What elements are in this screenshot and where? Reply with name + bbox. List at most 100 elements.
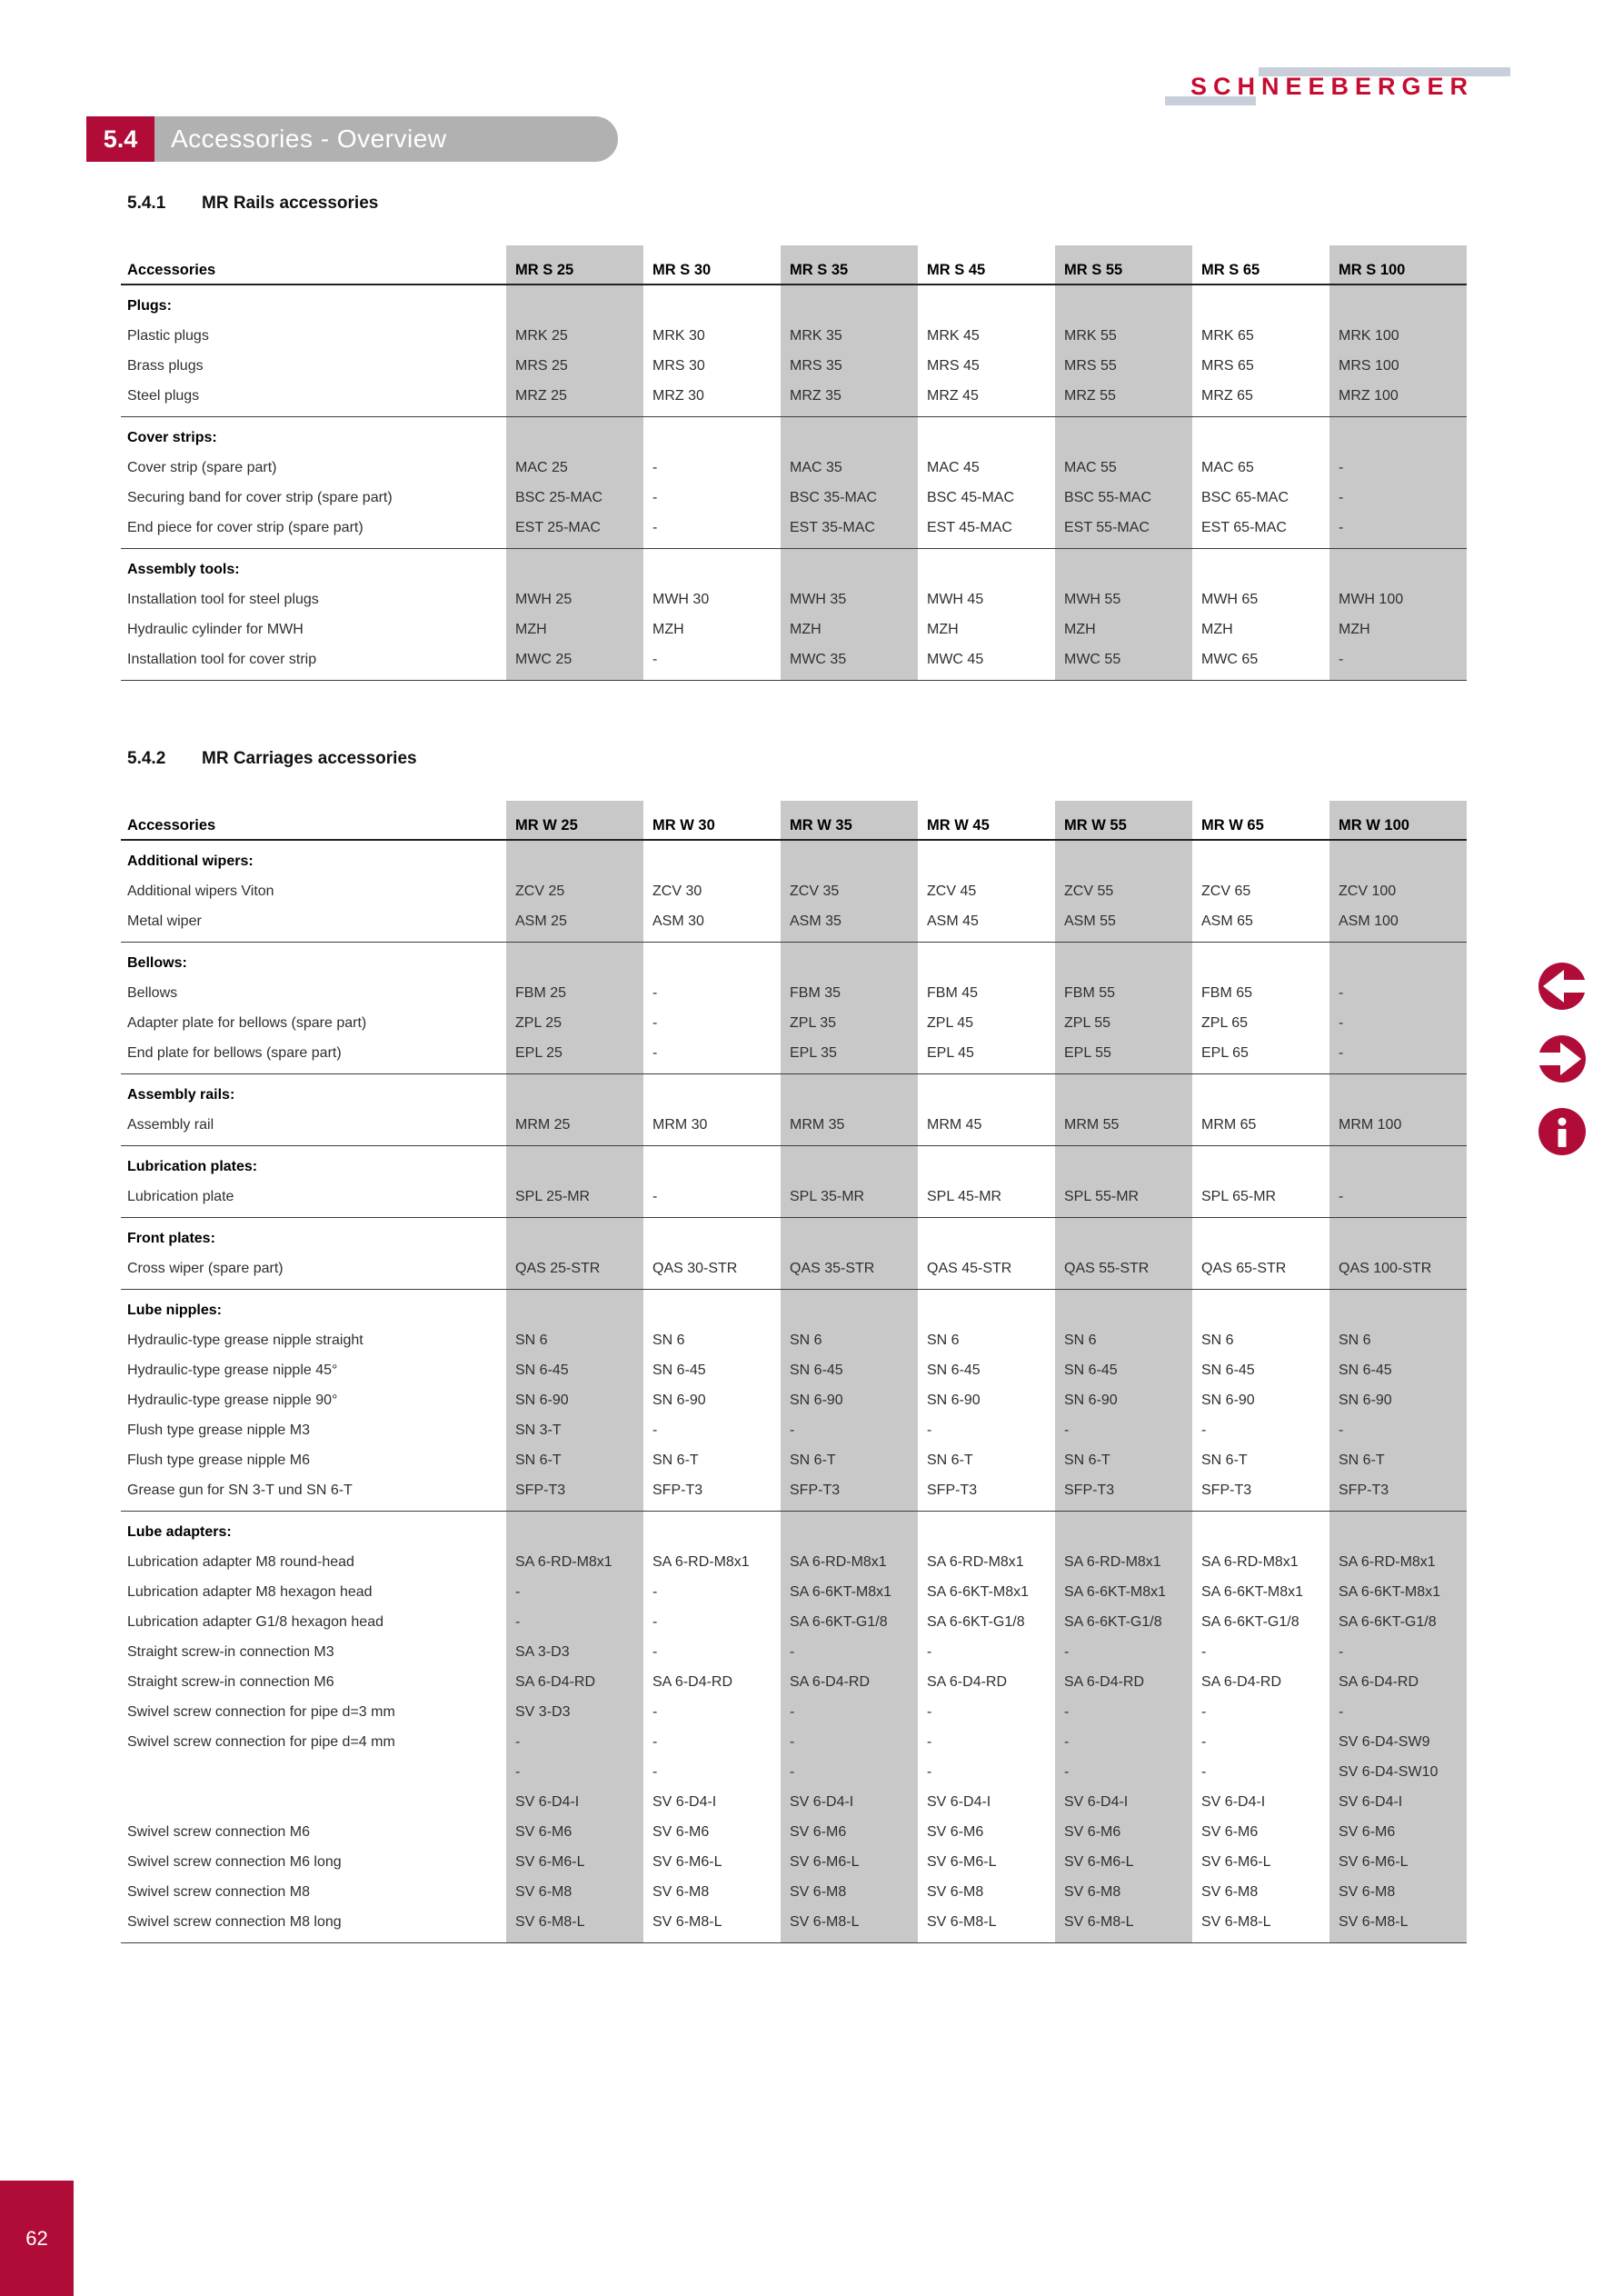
row-label: Grease gun for SN 3-T und SN 6-T xyxy=(127,1482,353,1498)
section-heading: Assembly tools: xyxy=(127,562,240,577)
cell-value: SA 6-RD-M8x1 xyxy=(790,1554,887,1570)
row-label: Adapter plate for bellows (spare part) xyxy=(127,1015,367,1031)
cell-value: - xyxy=(652,1734,658,1750)
cell-value: MZH xyxy=(652,622,684,637)
cell-value: SV 6-M6 xyxy=(1201,1824,1259,1840)
cell-value: SN 6-90 xyxy=(1064,1393,1118,1408)
cell-value: SV 6-M8 xyxy=(927,1884,984,1900)
cell-value: QAS 25-STR xyxy=(515,1261,601,1276)
cell-value: SFP-T3 xyxy=(1339,1482,1389,1498)
row-label: Flush type grease nipple M6 xyxy=(127,1452,310,1468)
cell-value: - xyxy=(1339,652,1344,667)
cell-value: ZCV 65 xyxy=(1201,883,1251,899)
section-heading: Plugs: xyxy=(127,298,172,314)
cell-value: - xyxy=(1201,1734,1207,1750)
row-label: Swivel screw connection M6 xyxy=(127,1824,310,1840)
cell-value: FBM 55 xyxy=(1064,985,1116,1001)
cell-value: MAC 45 xyxy=(927,460,980,475)
table-row: SV 6-D4-I SV 6-D4-I SV 6-D4-I SV 6-D4-I SV 6… xyxy=(121,1787,1467,1817)
cell-value: SFP-T3 xyxy=(927,1482,978,1498)
cell-value: SN 6-45 xyxy=(790,1363,843,1378)
table-row: End piece for cover strip (spare part) ES… xyxy=(121,513,1467,543)
logo-accent-bar-bottom xyxy=(1165,96,1256,105)
column-header: MR W 45 xyxy=(927,817,990,834)
cell-value: MZH xyxy=(1339,622,1370,637)
cell-value: SN 6 xyxy=(790,1333,822,1348)
subsection-label: MR Rails accessories xyxy=(202,194,379,213)
cell-value: SV 6-M8 xyxy=(1339,1884,1396,1900)
arrow-left-icon[interactable] xyxy=(1538,962,1587,1011)
cell-value: SN 6 xyxy=(515,1333,548,1348)
row-label: Brass plugs xyxy=(127,358,204,374)
cell-value: - xyxy=(1339,985,1344,1001)
cell-value: - xyxy=(652,1423,658,1438)
row-label: Bellows xyxy=(127,985,178,1001)
table-row: Installation tool for cover strip MWC 25 -… xyxy=(121,644,1467,674)
cell-value: - xyxy=(1201,1423,1207,1438)
row-label: Additional wipers Viton xyxy=(127,883,274,899)
cell-value: SN 6-45 xyxy=(652,1363,706,1378)
table-section: Additional wipers: Additional wipers Vito… xyxy=(121,841,1467,943)
cell-value: - xyxy=(652,1015,658,1031)
cell-value: MWH 30 xyxy=(652,592,710,607)
cell-value: - xyxy=(1339,460,1344,475)
table-row: Bellows FBM 25 - FBM 35 FBM 45 FBM 55 FBM 65 - xyxy=(121,978,1467,1008)
cell-value: SN 6 xyxy=(1201,1333,1234,1348)
table-row: Swivel screw connection for pipe d=4 mm -… xyxy=(121,1727,1467,1757)
column-header-accessories: Accessories xyxy=(127,262,216,278)
section-heading: Bellows: xyxy=(127,955,187,971)
cell-value: ZPL 65 xyxy=(1201,1015,1248,1031)
cell-value: SA 6-D4-RD xyxy=(515,1674,596,1690)
table-row: Grease gun for SN 3-T und SN 6-T SFP-T3 SF… xyxy=(121,1475,1467,1505)
cell-value: MRK 45 xyxy=(927,328,980,344)
cell-value: SA 6-6KT-M8x1 xyxy=(1201,1584,1304,1600)
section-title-banner: Accessories - Overview xyxy=(154,116,618,162)
cell-value: - xyxy=(1339,1644,1344,1660)
cell-value: QAS 100-STR xyxy=(1339,1261,1432,1276)
cell-value: QAS 35-STR xyxy=(790,1261,875,1276)
cell-value: QAS 65-STR xyxy=(1201,1261,1287,1276)
cell-value: SN 6-45 xyxy=(1339,1363,1392,1378)
column-header: MR W 100 xyxy=(1339,817,1409,834)
row-label: End piece for cover strip (spare part) xyxy=(127,520,363,535)
cell-value: EST 65-MAC xyxy=(1201,520,1287,535)
column-header: MR W 30 xyxy=(652,817,715,834)
cell-value: MRZ 45 xyxy=(927,388,979,404)
cell-value: SV 6-M6-L xyxy=(927,1854,997,1870)
cell-value: SFP-T3 xyxy=(1064,1482,1115,1498)
row-label: Straight screw-in connection M6 xyxy=(127,1674,334,1690)
cell-value: ZCV 45 xyxy=(927,883,977,899)
row-label xyxy=(121,1787,506,1817)
cell-value: SN 6-90 xyxy=(515,1393,569,1408)
arrow-right-icon[interactable] xyxy=(1538,1034,1587,1083)
cell-value: SV 6-M8-L xyxy=(927,1914,997,1930)
cell-value: FBM 35 xyxy=(790,985,841,1001)
cell-value: - xyxy=(1201,1704,1207,1720)
cell-value: MRZ 35 xyxy=(790,388,841,404)
table-row: Plastic plugs MRK 25 MRK 30 MRK 35 MRK 45 MRK… xyxy=(121,321,1467,351)
table-row: Lubrication adapter M8 round-head SA 6-RD… xyxy=(121,1547,1467,1577)
cell-value: - xyxy=(652,1189,658,1204)
cell-value: SN 3-T xyxy=(515,1423,562,1438)
cell-value: - xyxy=(652,1614,658,1630)
cell-value: MRS 35 xyxy=(790,358,842,374)
cell-value: - xyxy=(790,1644,795,1660)
info-icon[interactable] xyxy=(1538,1107,1587,1156)
cell-value: SV 6-D4-I xyxy=(515,1794,580,1810)
column-shading xyxy=(1055,801,1192,1943)
cell-value: SA 6-D4-RD xyxy=(1339,1674,1419,1690)
table-row: Metal wiper ASM 25 ASM 30 ASM 35 ASM 45 ASM 5… xyxy=(121,906,1467,936)
cell-value: SA 6-D4-RD xyxy=(652,1674,733,1690)
cell-value: MRK 35 xyxy=(790,328,842,344)
table-section: Lubrication plates: Lubrication plate SPL … xyxy=(121,1146,1467,1218)
cell-value: SPL 45-MR xyxy=(927,1189,1002,1204)
table-row: Brass plugs MRS 25 MRS 30 MRS 35 MRS 45 MRS 5… xyxy=(121,351,1467,381)
row-label: Assembly rail xyxy=(127,1117,214,1133)
cell-value: - xyxy=(1339,1015,1344,1031)
section-heading: Cover strips: xyxy=(127,430,217,445)
cell-value: - xyxy=(1339,1189,1344,1204)
cell-value: SV 6-M8 xyxy=(790,1884,847,1900)
column-header: MR S 35 xyxy=(790,262,849,278)
cell-value: ZPL 45 xyxy=(927,1015,973,1031)
carriages-accessories-table: Accessories MR W 25 MR W 30 MR W 35 MR W 45 M… xyxy=(121,801,1467,1943)
